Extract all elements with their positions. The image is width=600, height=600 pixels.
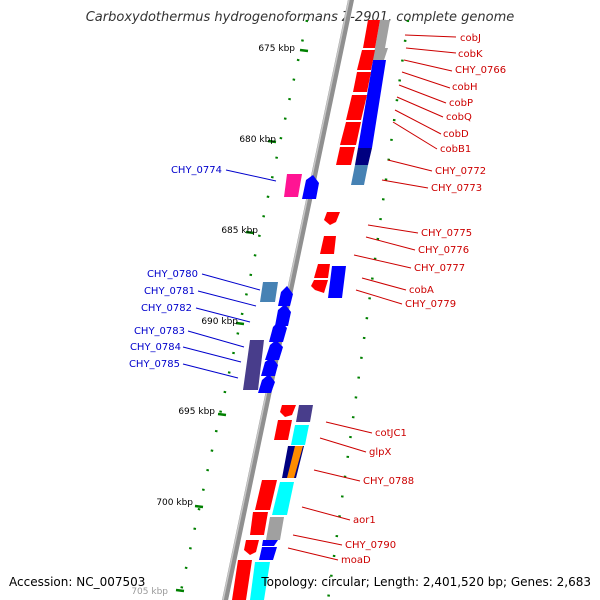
gene-label-chy-0785[interactable]: CHY_0785 bbox=[129, 359, 180, 370]
tick-label-690: 690 kbp bbox=[201, 317, 238, 327]
gene-label-cobK[interactable]: cobK bbox=[458, 49, 483, 60]
tick-label-675: 675 kbp bbox=[258, 44, 295, 54]
tick-marks bbox=[175, 48, 309, 593]
gene-features-left[interactable] bbox=[243, 174, 319, 393]
gene-label-cobB1[interactable]: cobB1 bbox=[440, 144, 471, 155]
gene-label-chy-0766[interactable]: CHY_0766 bbox=[455, 65, 506, 76]
tick-label-695: 695 kbp bbox=[178, 407, 215, 417]
gene-label-chy-0779[interactable]: CHY_0779 bbox=[405, 299, 456, 310]
genome-summary: Topology: circular; Length: 2,401,520 bp… bbox=[261, 575, 591, 589]
tick-label-685: 685 kbp bbox=[221, 226, 258, 236]
gene-label-cobJ[interactable]: cobJ bbox=[460, 33, 481, 44]
gene-label-cobH[interactable]: cobH bbox=[452, 82, 477, 93]
tick-label-705: 705 kbp bbox=[131, 587, 168, 597]
gene-label-cobQ[interactable]: cobQ bbox=[446, 112, 472, 123]
gene-label-chy-0775[interactable]: CHY_0775 bbox=[421, 228, 472, 239]
gene-label-chy-0772[interactable]: CHY_0772 bbox=[435, 166, 486, 177]
gene-label-chy-0790[interactable]: CHY_0790 bbox=[345, 540, 396, 551]
gene-label-cobD[interactable]: cobD bbox=[443, 129, 469, 140]
accession-text: Accession: NC_007503 bbox=[9, 575, 146, 589]
gene-label-cotJC1[interactable]: cotJC1 bbox=[375, 428, 407, 439]
gene-label-cobA[interactable]: cobA bbox=[409, 285, 434, 296]
gene-label-chy-0774[interactable]: CHY_0774 bbox=[171, 165, 222, 176]
gene-label-aor1[interactable]: aor1 bbox=[353, 515, 376, 526]
tick-label-700: 700 kbp bbox=[156, 498, 193, 508]
gene-label-chy-0784[interactable]: CHY_0784 bbox=[130, 342, 181, 353]
gene-label-chy-0781[interactable]: CHY_0781 bbox=[144, 286, 195, 297]
gene-features-right[interactable] bbox=[232, 20, 390, 600]
gene-label-chy-0780[interactable]: CHY_0780 bbox=[147, 269, 198, 280]
gene-label-chy-0777[interactable]: CHY_0777 bbox=[414, 263, 465, 274]
gene-label-moaD[interactable]: moaD bbox=[341, 555, 371, 566]
gene-label-chy-0788[interactable]: CHY_0788 bbox=[363, 476, 414, 487]
gene-label-chy-0776[interactable]: CHY_0776 bbox=[418, 245, 469, 256]
gene-label-chy-0773[interactable]: CHY_0773 bbox=[431, 183, 482, 194]
gene-label-cobP[interactable]: cobP bbox=[449, 98, 473, 109]
tick-label-680: 680 kbp bbox=[239, 135, 276, 145]
gene-label-chy-0782[interactable]: CHY_0782 bbox=[141, 303, 192, 314]
gene-label-chy-0783[interactable]: CHY_0783 bbox=[134, 326, 185, 337]
gene-label-glpX[interactable]: glpX bbox=[369, 447, 391, 458]
